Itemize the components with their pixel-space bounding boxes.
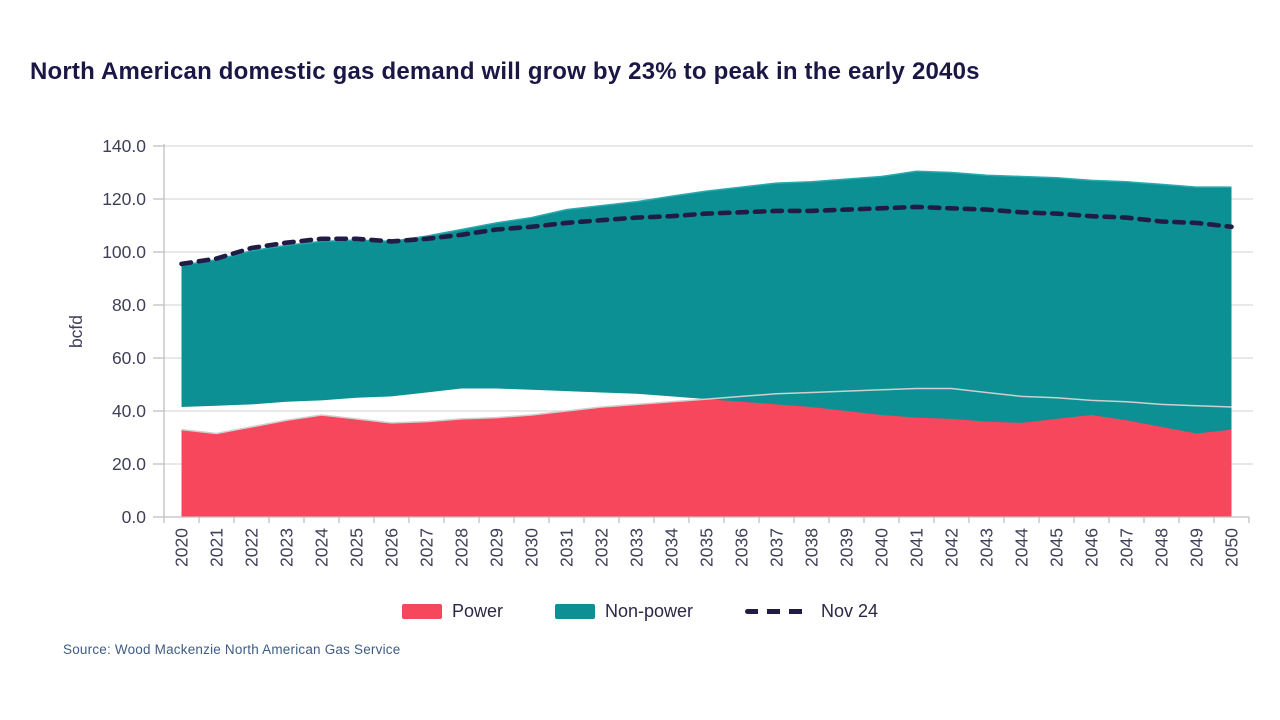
legend-item-power: Power [401,601,503,622]
chart-title: North American domestic gas demand will … [30,58,980,85]
source-note: Source: Wood Mackenzie North American Ga… [63,642,401,657]
svg-text:2030: 2030 [522,528,542,567]
svg-text:bcfd: bcfd [66,315,86,348]
svg-text:2032: 2032 [592,528,612,567]
svg-text:2026: 2026 [382,528,402,567]
svg-text:2050: 2050 [1222,528,1242,567]
legend-label-power: Power [451,601,503,621]
svg-text:2038: 2038 [802,528,822,567]
svg-text:2029: 2029 [487,528,507,567]
svg-text:40.0: 40.0 [112,401,146,421]
svg-text:2025: 2025 [347,528,367,567]
svg-text:2027: 2027 [417,528,437,567]
svg-text:2024: 2024 [312,528,332,567]
svg-text:2039: 2039 [837,528,857,567]
legend-item-nov24: Nov 24 [745,601,878,622]
svg-text:120.0: 120.0 [102,189,146,209]
svg-text:2045: 2045 [1047,528,1067,567]
svg-text:2048: 2048 [1152,528,1172,567]
svg-text:2037: 2037 [767,528,787,567]
svg-text:2042: 2042 [942,528,962,567]
svg-text:2028: 2028 [452,528,472,567]
legend-label-non-power: Non-power [604,601,694,621]
svg-text:2047: 2047 [1117,528,1137,567]
svg-text:2034: 2034 [662,528,682,567]
non-power-swatch-icon [554,604,595,619]
svg-text:80.0: 80.0 [112,295,146,315]
chart-legend: Power Non-power Nov 24 [0,601,1280,622]
svg-text:100.0: 100.0 [102,242,146,262]
power-swatch-icon [401,604,442,619]
svg-text:2041: 2041 [907,528,927,567]
svg-text:2020: 2020 [172,528,192,567]
dashed-line-icon [745,609,812,614]
svg-text:2044: 2044 [1012,528,1032,567]
svg-text:2043: 2043 [977,528,997,567]
svg-text:0.0: 0.0 [122,507,147,527]
svg-text:2033: 2033 [627,528,647,567]
svg-text:2023: 2023 [277,528,297,567]
svg-text:2049: 2049 [1187,528,1207,567]
svg-text:2021: 2021 [207,528,227,567]
svg-text:140.0: 140.0 [102,136,146,156]
svg-text:2022: 2022 [242,528,262,567]
svg-text:2035: 2035 [697,528,717,567]
svg-text:2046: 2046 [1082,528,1102,567]
legend-item-non-power: Non-power [554,601,694,622]
svg-text:2036: 2036 [732,528,752,567]
svg-text:2031: 2031 [557,528,577,567]
svg-text:60.0: 60.0 [112,348,146,368]
legend-label-nov24: Nov 24 [821,601,879,621]
svg-text:20.0: 20.0 [112,454,146,474]
svg-text:2040: 2040 [872,528,892,567]
